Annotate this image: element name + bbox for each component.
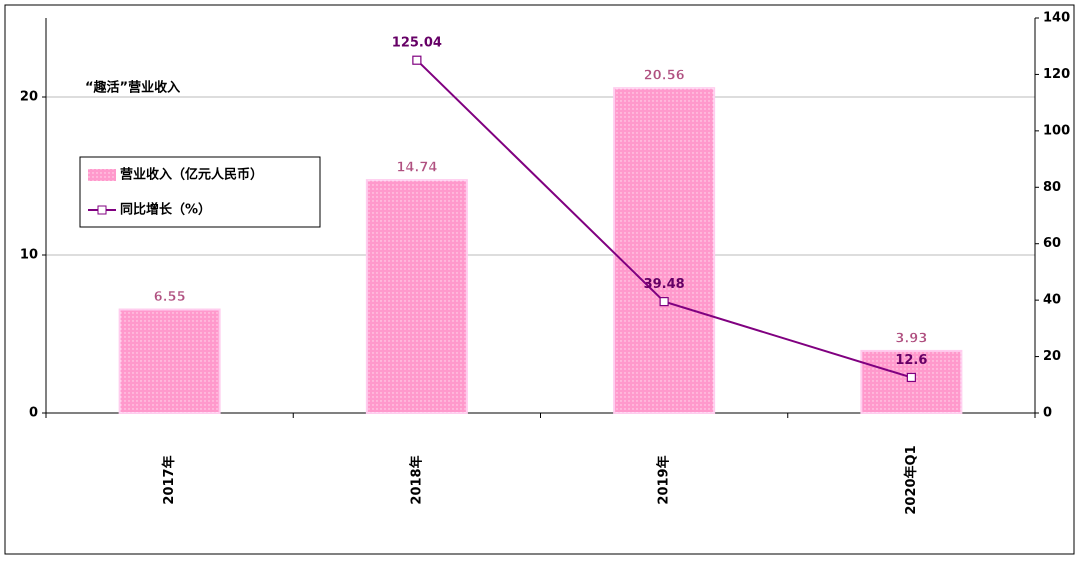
y2-tick-label: 0 [1043,406,1052,421]
bar-texture [614,88,715,413]
line-marker [659,297,669,307]
y2-tick-label: 120 [1043,67,1070,82]
y2-tick-label: 140 [1043,11,1070,26]
line-value-label: 12.6 [895,353,927,368]
y2-tick-label: 80 [1043,180,1061,195]
y2-tick-label: 60 [1043,236,1061,251]
line-marker [412,55,422,65]
legend-swatch-texture [88,169,116,181]
y2-tick-label: 40 [1043,293,1061,308]
x-tick-label: 2017年 [161,455,177,504]
y2-tick-label: 100 [1043,123,1070,138]
bar-value-label: 3.93 [895,331,927,346]
bar-value-label: 14.74 [396,161,437,176]
bar-value-label: 6.55 [154,290,186,305]
legend-box [79,156,321,228]
y-tick-label: 10 [20,248,38,263]
line-value-label: 39.48 [644,277,685,292]
y-tick-label: 20 [20,90,38,105]
y2-tick-label: 20 [1043,349,1061,364]
x-tick-label: 2020年Q1 [903,445,919,514]
line-value-label: 125.04 [392,36,442,51]
line-marker [906,372,916,383]
legend-label: 营业收入（亿元人民币） [120,167,263,183]
x-tick-label: 2019年 [656,455,672,504]
bar-texture [119,309,220,413]
bar-texture [366,180,467,413]
legend-label: 同比增长（%） [120,202,211,218]
x-tick-label: 2018年 [408,455,424,504]
legend-marker [97,205,107,215]
y-tick-label: 0 [29,406,38,421]
bar-value-label: 20.56 [644,69,685,84]
annotation: “趣活”营业收入 [85,80,180,96]
